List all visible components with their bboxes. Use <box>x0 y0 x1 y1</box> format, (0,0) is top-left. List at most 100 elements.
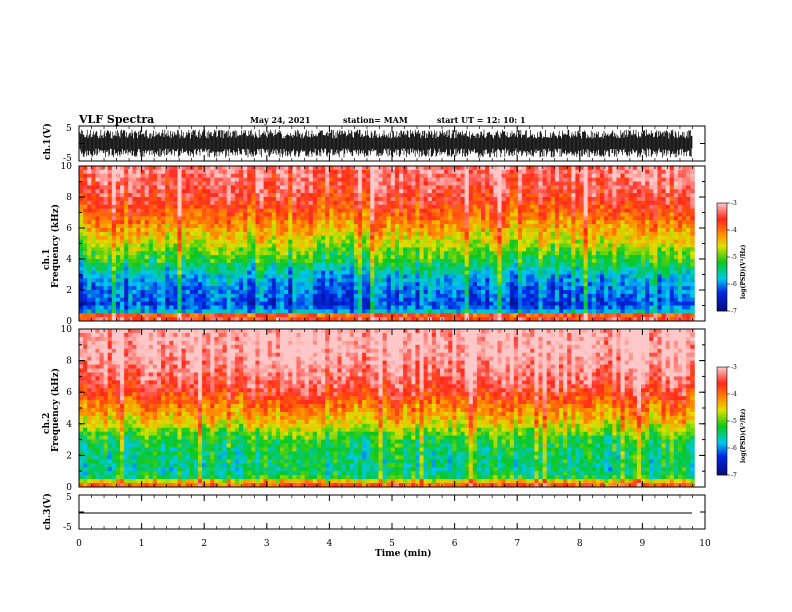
spectrogram-cell <box>468 185 474 190</box>
spectrogram-cell <box>95 286 100 291</box>
spectrogram-cell <box>649 216 654 221</box>
spectrogram-cell <box>620 189 626 194</box>
spectrogram-cell <box>136 166 141 171</box>
spectrogram-cell <box>649 193 654 198</box>
spectrogram-cell <box>690 266 695 272</box>
spectrogram-cell <box>427 177 433 182</box>
spectrogram-cell <box>169 224 174 229</box>
spectrogram-cell <box>382 274 388 279</box>
spectrogram-cell <box>185 270 191 275</box>
spectrogram-cell <box>251 173 256 179</box>
spectrogram-cell <box>448 286 453 291</box>
spectrogram-cell <box>263 290 269 295</box>
spectrogram-cell <box>300 243 306 248</box>
spectrogram-cell <box>620 266 626 272</box>
spectrogram-cell <box>427 189 433 194</box>
spectrogram-cell <box>103 274 109 279</box>
spectrogram-cell <box>193 204 199 210</box>
spectrogram-cell <box>554 193 560 198</box>
spectrogram-cell <box>280 212 285 217</box>
spectrogram-cell <box>464 259 470 264</box>
spectrogram-cell <box>554 251 560 256</box>
spectrogram-cell <box>583 262 589 268</box>
spectrogram-cell <box>91 255 96 260</box>
spectrogram-cell <box>275 235 281 241</box>
spectrogram-cell <box>218 278 223 283</box>
spectrogram-cell <box>542 216 548 221</box>
spectrogram-cell <box>136 247 141 252</box>
spectrogram-cell <box>271 177 277 182</box>
spectrogram-cell <box>394 290 400 295</box>
spectrogram-cell <box>95 231 100 237</box>
spectrogram-cell <box>341 216 347 221</box>
spectrogram-cell <box>665 204 671 210</box>
spectrogram-cell <box>583 193 589 198</box>
spectrogram-cell <box>456 189 461 194</box>
spectrogram-cell <box>329 247 334 252</box>
spectrogram-cell <box>156 255 162 260</box>
spectrogram-cell <box>649 185 654 190</box>
spectrogram-cell <box>403 216 408 221</box>
spectrogram-cell <box>193 228 199 233</box>
spectrogram-cell <box>341 189 347 194</box>
spectrogram-cell <box>501 208 507 213</box>
spectrogram-cell <box>197 231 203 237</box>
spectrogram-cell <box>296 193 301 198</box>
spectrogram-cell <box>444 185 449 190</box>
spectrogram-cell <box>243 239 248 244</box>
spectrogram-cell <box>148 243 154 248</box>
spectrogram-cell <box>341 262 347 268</box>
spectrogram-cell <box>649 212 654 217</box>
spectrogram-cell <box>493 262 498 268</box>
spectrogram-cell <box>189 235 195 241</box>
spectrogram-cell <box>600 208 605 213</box>
spectrogram-cell <box>657 247 662 252</box>
spectrogram-cell <box>472 173 478 179</box>
spectrogram-cell <box>312 239 318 244</box>
spectrogram-cell <box>505 169 511 175</box>
spectrogram-cell <box>661 224 667 229</box>
spectrogram-cell <box>579 173 584 179</box>
spectrogram-cell <box>300 204 306 210</box>
spectrogram-cell <box>206 243 211 248</box>
spectrogram-cell <box>620 193 626 198</box>
spectrogram-cell <box>210 278 215 283</box>
spectrogram-cell <box>275 177 281 182</box>
spectrogram-cell <box>280 200 285 206</box>
spectrogram-cell <box>304 255 310 260</box>
spectrogram-cell <box>476 239 482 244</box>
spectrogram-cell <box>624 247 630 252</box>
spectrogram-cell <box>263 200 269 206</box>
spectrogram-cell <box>300 197 306 202</box>
spectrogram-cell <box>214 262 219 268</box>
spectrogram-cell <box>481 262 486 268</box>
spectrogram-cell <box>362 173 367 179</box>
spectrogram-cell <box>456 255 461 260</box>
spectrogram-cell <box>517 181 523 186</box>
spectrogram-cell <box>509 224 515 229</box>
spectrogram-cell <box>517 255 523 260</box>
spectrogram-cell <box>206 166 211 171</box>
spectrogram-cell <box>526 189 531 194</box>
spectrogram-cell <box>657 166 662 171</box>
spectrogram-cell <box>349 266 355 272</box>
spectrogram-cell <box>349 259 355 264</box>
spectrogram-cell <box>292 173 297 179</box>
spectrogram-cell <box>579 204 584 210</box>
spectrogram-cell <box>567 255 572 260</box>
spectrogram-cell <box>251 197 256 202</box>
spectrogram-cell <box>185 243 191 248</box>
spectrogram-cell <box>197 181 203 186</box>
spectrogram-cell <box>222 169 228 175</box>
spectrogram-cell <box>165 270 170 275</box>
spectrogram-cell <box>111 228 117 233</box>
spectrogram-cell <box>193 216 199 221</box>
spectrogram-cell <box>353 286 359 291</box>
spectrogram-cell <box>415 262 420 268</box>
spectrogram-cell <box>284 228 289 233</box>
spectrogram-cell <box>423 208 429 213</box>
spectrogram-cell <box>263 193 269 198</box>
spectrogram-cell <box>349 212 355 217</box>
spectrogram-cell <box>427 169 433 175</box>
spectrogram-cell <box>103 220 109 225</box>
